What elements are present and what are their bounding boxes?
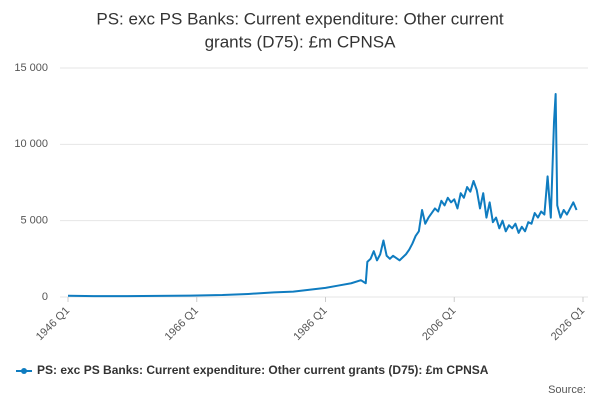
y-tick-label: 10 000 [14, 138, 48, 150]
y-tick-label: 15 000 [14, 62, 48, 74]
y-tick-label: 0 [42, 291, 48, 303]
x-tick-label: 2026 Q1 [549, 305, 587, 343]
data-line [67, 92, 578, 298]
chart-title: PS: exc PS Banks: Current expenditure: O… [96, 9, 504, 28]
x-tick-label: 1946 Q1 [34, 305, 72, 343]
y-tick-label: 5 000 [20, 215, 48, 227]
x-tick-label: 1986 Q1 [291, 305, 329, 343]
legend-swatch [21, 368, 27, 374]
x-tick-label: 1966 Q1 [163, 305, 201, 343]
x-tick-label: 2006 Q1 [420, 305, 458, 343]
legend-label: PS: exc PS Banks: Current expenditure: O… [37, 363, 489, 377]
source: Source: [548, 384, 586, 396]
chart-title: grants (D75): £m CPNSA [205, 32, 396, 51]
